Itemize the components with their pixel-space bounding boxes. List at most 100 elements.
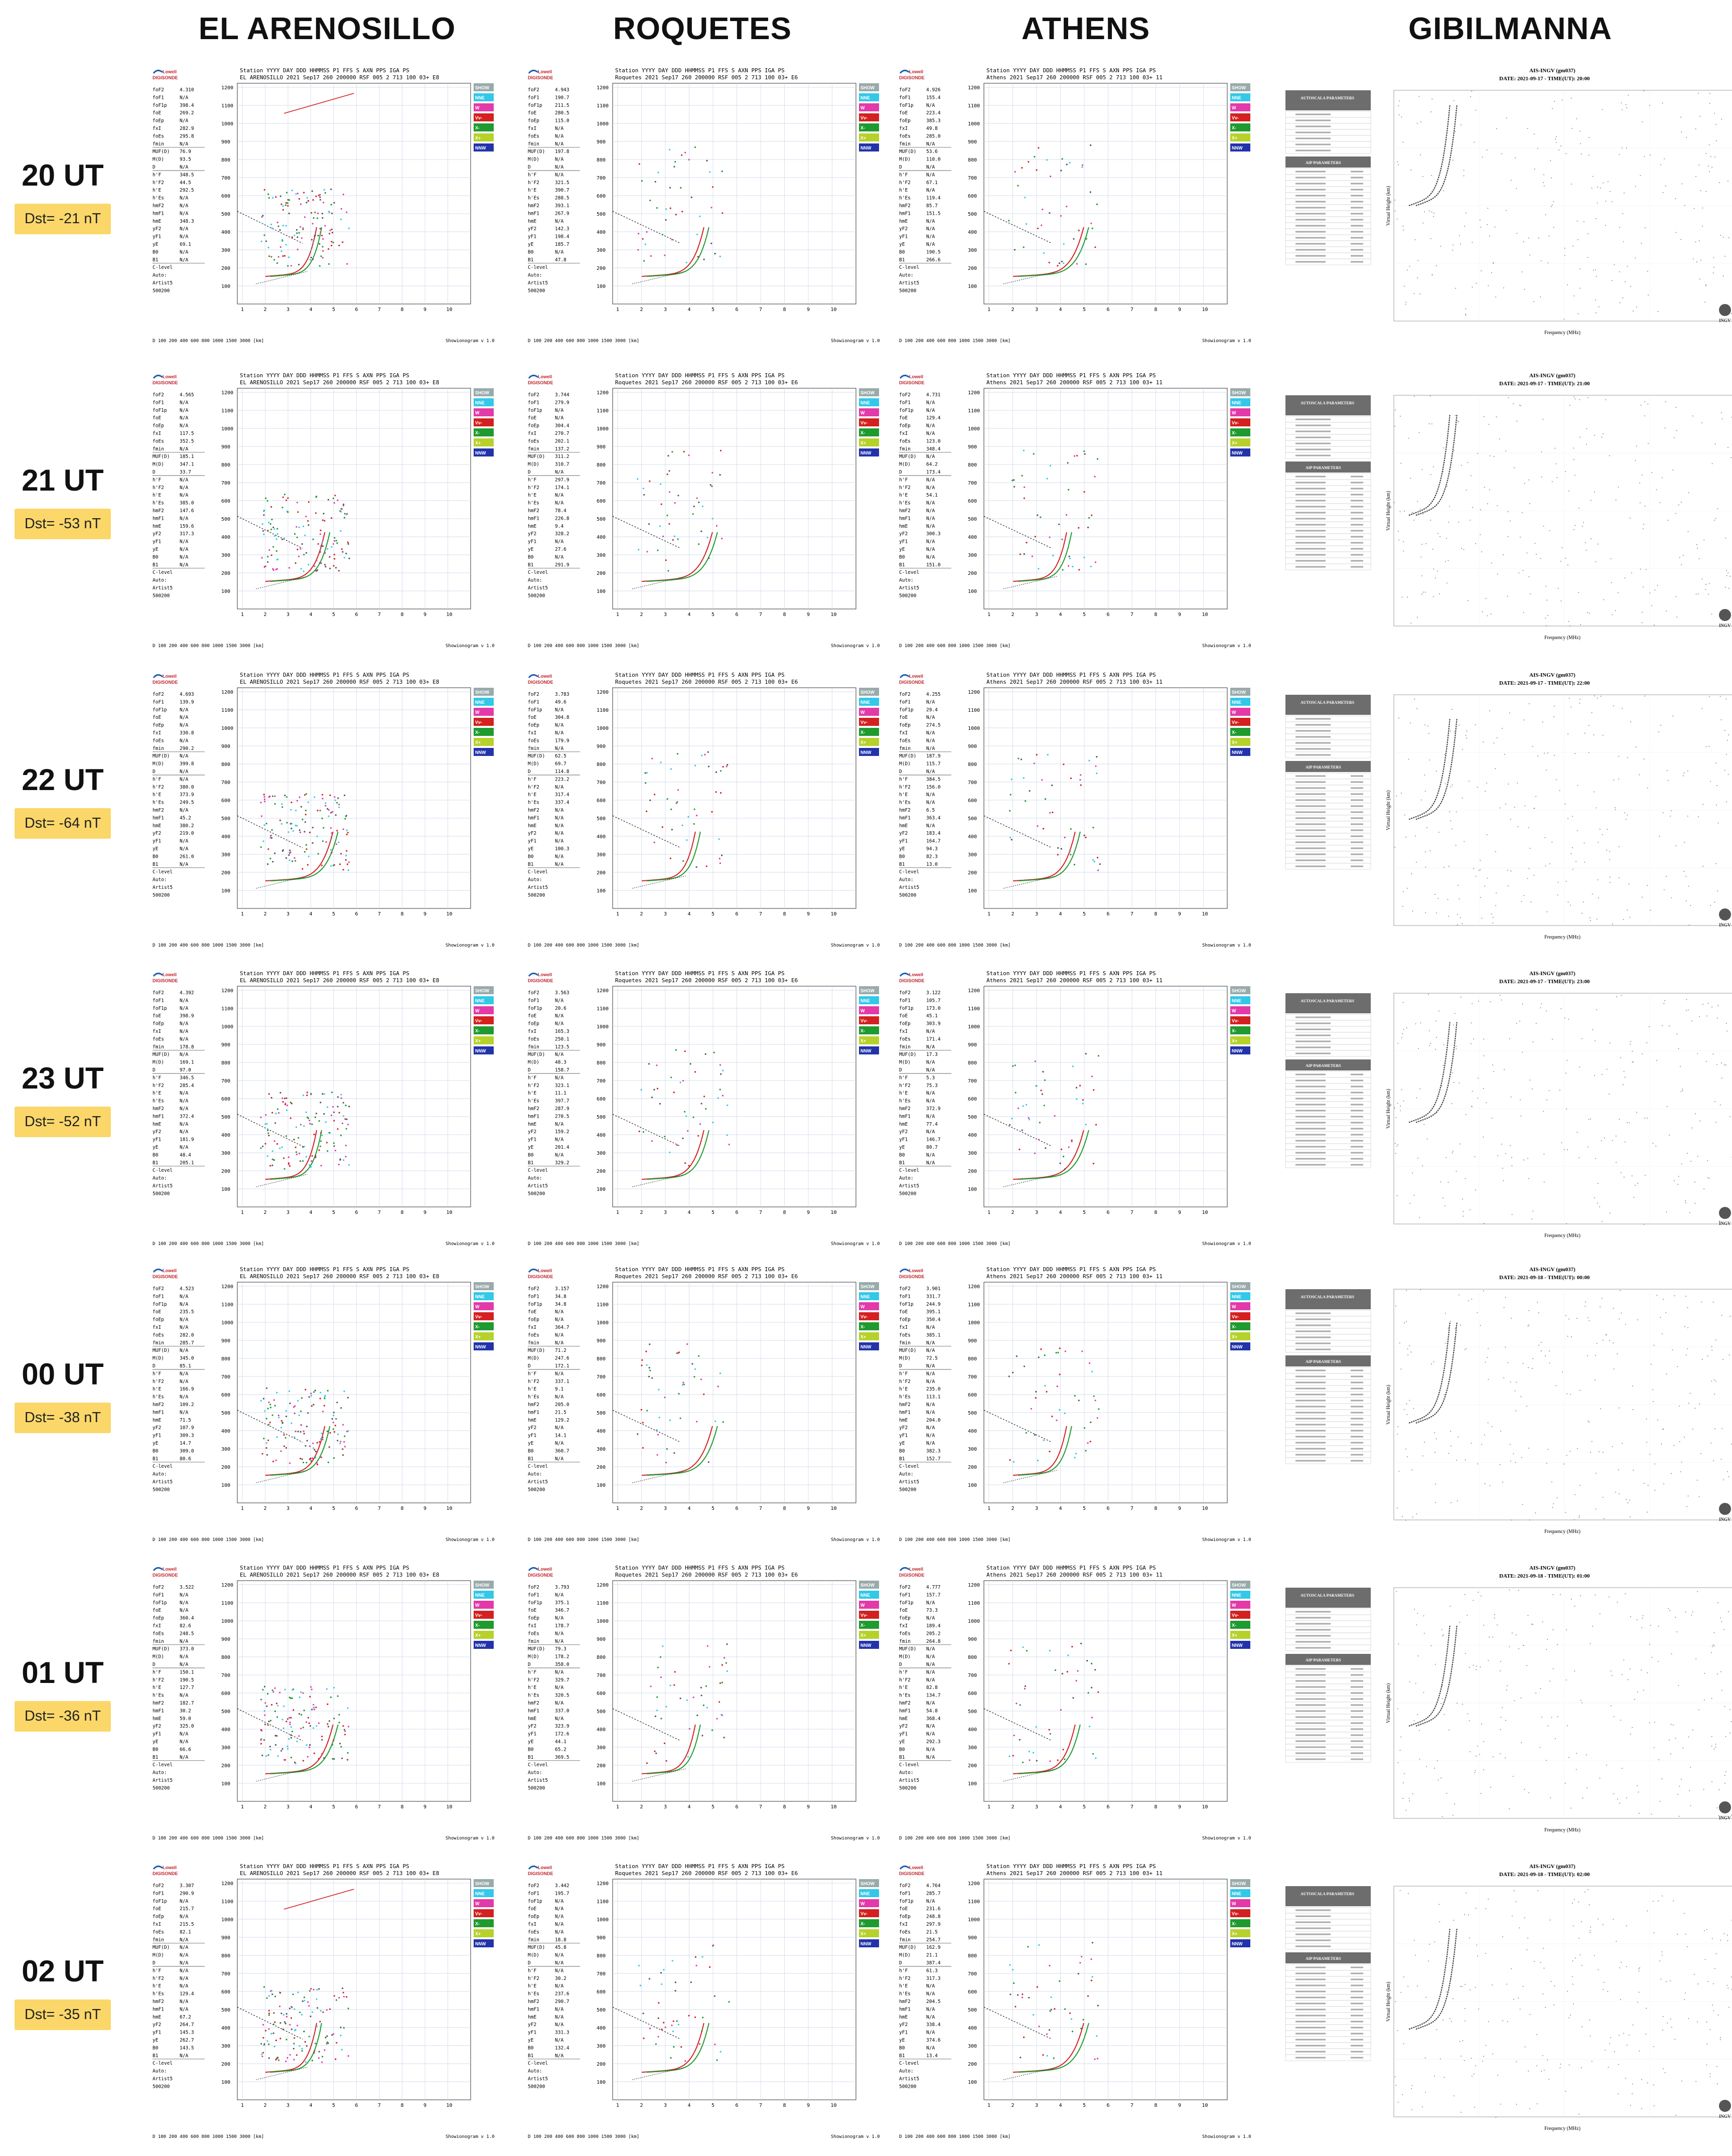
svg-text:hmE: hmE (528, 1122, 536, 1127)
x-tick-label: 6 (1107, 1210, 1110, 1215)
svg-text:W: W (475, 710, 480, 715)
x-tick-label: 7 (759, 2103, 762, 2108)
y-tick-label: 1100 (221, 1899, 233, 1905)
svg-text:NNE: NNE (1232, 400, 1241, 405)
y-tick-label: 900 (968, 1637, 977, 1642)
x-tick-label: 3 (1035, 911, 1038, 917)
time-label: 01 UT (22, 1656, 104, 1689)
ais-trace (1408, 105, 1458, 207)
svg-text:yE: yE (899, 242, 905, 247)
ionogram-panel: Lowell DIGISONDE Station YYYY DAY DDD HHMM… (150, 65, 501, 346)
svg-text:foF1: foF1 (899, 699, 911, 705)
svg-text:Vv-: Vv- (1232, 420, 1239, 425)
ionogram-station-line: Athens 2021 Sep17 260 200000 RSF 005 2 7… (986, 1572, 1163, 1578)
svg-text:M(D): M(D) (528, 1356, 539, 1361)
svg-text:500200: 500200 (153, 1487, 170, 1492)
x-tick-label: 1 (241, 1210, 244, 1215)
svg-text:N/A: N/A (180, 118, 188, 124)
svg-text:yF2: yF2 (153, 226, 161, 232)
svg-text:SHOW: SHOW (1232, 988, 1246, 993)
y-tick-label: 300 (597, 553, 606, 558)
y-tick-label: 300 (968, 248, 977, 253)
svg-text:NNW: NNW (475, 1344, 486, 1349)
y-tick-label: 800 (597, 463, 606, 468)
footer-version: Showionogram v 1.0 (831, 943, 880, 948)
svg-text:181.9: 181.9 (180, 1137, 194, 1143)
svg-text:B1: B1 (899, 1456, 905, 1462)
x-tick-label: 4 (310, 2103, 313, 2108)
svg-text:3.901: 3.901 (926, 1286, 941, 1292)
ais-ingv-panel: AIS-INGV (gm037) DATE: 2021-09-18 - TIME(… (1278, 1861, 1732, 2142)
svg-text:foEs: foEs (153, 1631, 164, 1636)
x-tick-label: 10 (1202, 2103, 1208, 2108)
footer-version: Showionogram v 1.0 (831, 1537, 880, 1543)
svg-text:109.2: 109.2 (180, 1402, 194, 1408)
x-tick-label: 6 (1107, 911, 1110, 917)
plot-frame (612, 1282, 856, 1503)
ionogram-header: Station YYYY DAY DDD HHMMSS P1 FFS S AXN… (986, 970, 1156, 977)
svg-text:X+: X+ (1232, 1038, 1237, 1043)
y-tick-label: 800 (968, 1953, 977, 1959)
ais-noise (1396, 1589, 1732, 1817)
ais-xlabel: Frequency (MHz) (1544, 1827, 1580, 1833)
ais-title: AIS-INGV (gm037) (1529, 971, 1575, 977)
svg-text:N/A: N/A (180, 1006, 188, 1011)
x-tick-label: 7 (759, 1506, 762, 1511)
svg-text:N/A: N/A (180, 211, 188, 216)
x-tick-label: 8 (401, 1506, 404, 1511)
x-tick-label: 10 (1202, 1506, 1208, 1511)
svg-text:N/A: N/A (180, 415, 188, 421)
svg-text:M(D): M(D) (899, 761, 911, 767)
echo-traces (983, 1347, 1100, 1483)
svg-text:N/A: N/A (926, 800, 935, 806)
svg-text:304.4: 304.4 (555, 423, 569, 429)
svg-text:foF1: foF1 (899, 1294, 911, 1299)
y-tick-label: 1100 (597, 708, 609, 713)
svg-text:foEp: foEp (899, 1021, 911, 1027)
x-tick-label: 10 (831, 1804, 837, 1810)
y-tick-label: 300 (968, 1151, 977, 1156)
svg-text:X+: X+ (1232, 135, 1237, 140)
plot-frame (983, 83, 1228, 304)
svg-text:269.2: 269.2 (180, 110, 194, 116)
plot-frame (612, 1580, 856, 1802)
ionogram-panel: Lowell DIGISONDE Station YYYY DAY DDD HHMM… (525, 1563, 886, 1843)
plot-frame (237, 1879, 471, 2100)
svg-text:NNE: NNE (860, 700, 870, 705)
svg-text:N/A: N/A (180, 715, 188, 720)
echo-traces (983, 1942, 1099, 2080)
svg-text:yE: yE (153, 1441, 159, 1446)
svg-text:DIGISONDE: DIGISONDE (899, 75, 925, 80)
ais-noise (1394, 994, 1732, 1225)
plot-frame (983, 687, 1228, 909)
footer-distances: D 100 200 400 600 800 1000 1500 3000 [km… (899, 2134, 1011, 2139)
time-label: 02 UT (22, 1954, 104, 1988)
y-tick-label: 300 (968, 553, 977, 558)
footer-distances: D 100 200 400 600 800 1000 1500 3000 [km… (153, 339, 264, 344)
svg-text:N/A: N/A (926, 1160, 935, 1166)
x-tick-label: 1 (987, 1804, 990, 1810)
svg-text:hmF1: hmF1 (528, 516, 539, 521)
ais-trace (1408, 1929, 1458, 2030)
x-tick-label: 6 (355, 1506, 358, 1511)
svg-text:N/A: N/A (926, 408, 935, 413)
svg-text:Lowell: Lowell (909, 374, 923, 379)
svg-text:N/A: N/A (555, 1340, 563, 1346)
svg-text:fxI: fxI (899, 126, 908, 131)
svg-text:D: D (528, 1363, 531, 1369)
svg-text:hmF1: hmF1 (153, 1410, 164, 1415)
x-tick-label: 2 (264, 612, 267, 618)
ionogram-station-line: Athens 2021 Sep17 260 200000 RSF 005 2 7… (986, 1273, 1163, 1280)
plot-frame (237, 986, 471, 1207)
y-tick-label: 1000 (221, 1619, 233, 1624)
x-tick-label: 1 (987, 911, 990, 917)
svg-text:Auto:: Auto: (528, 578, 542, 583)
y-tick-label: 100 (597, 1187, 606, 1192)
svg-text:N/A: N/A (926, 423, 935, 429)
svg-text:foE: foE (899, 1309, 908, 1315)
echo-traces (612, 1944, 730, 2080)
y-tick-label: 600 (221, 194, 230, 199)
